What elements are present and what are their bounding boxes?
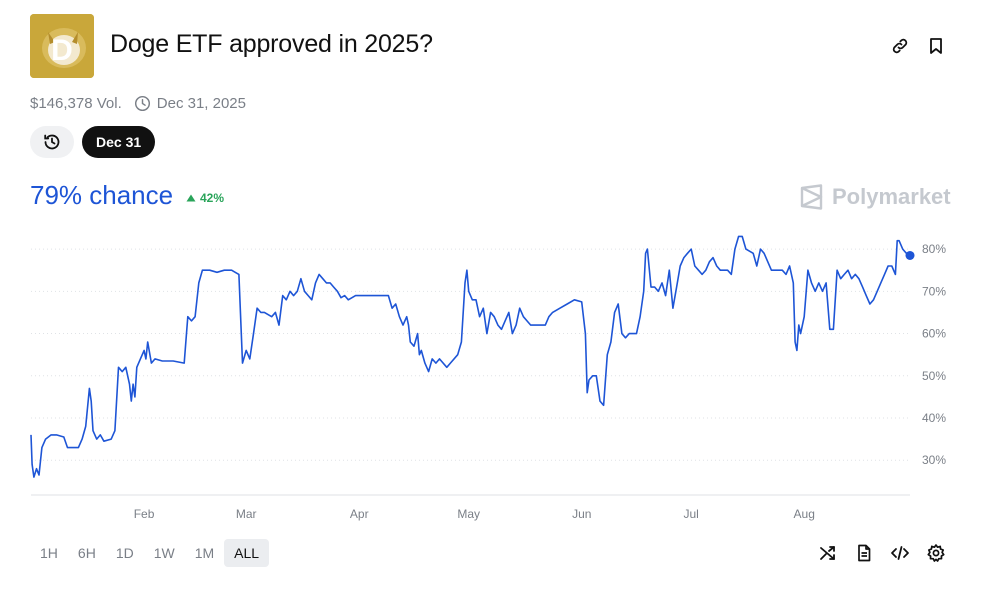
market-meta: $146,378 Vol. Dec 31, 2025 — [30, 95, 246, 112]
range-all[interactable]: ALL — [224, 539, 270, 567]
shuffle-icon[interactable] — [818, 543, 838, 563]
range-1w[interactable]: 1W — [153, 545, 175, 561]
brand-watermark: Polymarket — [800, 184, 951, 210]
x-tick-label: Aug — [794, 507, 815, 521]
time-range-selector: 1H 6H 1D 1W 1M ALL — [30, 539, 270, 567]
change-badge: 42% — [186, 191, 224, 205]
latest-point — [905, 250, 915, 260]
x-tick-label: Jul — [683, 507, 698, 521]
document-icon[interactable] — [854, 543, 874, 563]
change-value: 42% — [200, 191, 225, 205]
brand-name: Polymarket — [832, 184, 951, 209]
chance-value: 79% chance — [30, 180, 174, 210]
x-tick-label: Mar — [236, 507, 257, 521]
y-tick-label: 40% — [922, 411, 946, 425]
range-6h[interactable]: 6H — [77, 545, 96, 561]
y-tick-label: 60% — [922, 327, 946, 341]
y-tick-label: 30% — [922, 453, 946, 467]
page-title: Doge ETF approved in 2025? — [110, 30, 433, 58]
history-button[interactable] — [30, 126, 74, 158]
x-tick-label: Feb — [134, 507, 155, 521]
y-tick-label: 80% — [922, 242, 946, 256]
end-date-text: Dec 31, 2025 — [156, 95, 246, 112]
series-line — [30, 235, 911, 478]
clock-icon — [134, 95, 151, 112]
x-tick-label: Jun — [572, 507, 591, 521]
y-tick-label: 70% — [922, 284, 946, 298]
price-chart[interactable]: 30% 40% 50% 60% 70% 80% Feb Mar Apr May Jun Jul Aug — [0, 220, 981, 530]
code-icon[interactable] — [890, 543, 910, 563]
doge-logo-icon: D — [30, 14, 94, 78]
market-logo: D — [30, 14, 94, 78]
bookmark-icon[interactable] — [926, 36, 946, 56]
svg-text:D: D — [51, 34, 73, 67]
x-tick-label: May — [457, 507, 480, 521]
y-tick-label: 50% — [922, 369, 946, 383]
triangle-up-icon — [186, 194, 196, 202]
history-icon — [44, 134, 60, 150]
range-1m[interactable]: 1M — [194, 545, 215, 561]
volume-text: $146,378 Vol. — [30, 95, 122, 112]
link-icon[interactable] — [890, 36, 910, 56]
range-1h[interactable]: 1H — [40, 545, 58, 561]
range-1d[interactable]: 1D — [115, 545, 134, 561]
gear-icon[interactable] — [926, 543, 946, 563]
date-chip-dec-31[interactable]: Dec 31 — [82, 126, 156, 158]
x-tick-label: Apr — [350, 507, 369, 521]
polymarket-logo-icon — [800, 184, 823, 210]
